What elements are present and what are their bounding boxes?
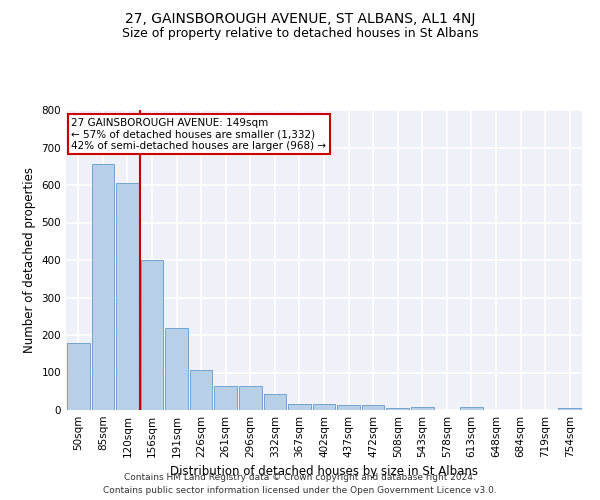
Bar	[140, 260, 163, 410]
Bar	[386, 408, 409, 410]
Text: Contains public sector information licensed under the Open Government Licence v3: Contains public sector information licen…	[103, 486, 497, 495]
Text: 27 GAINSBOROUGH AVENUE: 149sqm
← 57% of detached houses are smaller (1,332)
42% : 27 GAINSBOROUGH AVENUE: 149sqm ← 57% of …	[71, 118, 326, 150]
Y-axis label: Number of detached properties: Number of detached properties	[23, 167, 36, 353]
Bar	[214, 386, 237, 410]
Bar	[67, 343, 89, 410]
Text: Contains HM Land Registry data © Crown copyright and database right 2024.: Contains HM Land Registry data © Crown c…	[124, 474, 476, 482]
Bar	[239, 386, 262, 410]
Bar	[190, 370, 212, 410]
Bar	[288, 404, 311, 410]
Bar	[559, 408, 581, 410]
Text: Size of property relative to detached houses in St Albans: Size of property relative to detached ho…	[122, 28, 478, 40]
Bar	[313, 404, 335, 410]
Bar	[263, 394, 286, 410]
Bar	[362, 405, 385, 410]
Bar	[460, 407, 483, 410]
Bar	[116, 183, 139, 410]
Bar	[411, 406, 434, 410]
Bar	[92, 164, 114, 410]
Bar	[165, 328, 188, 410]
X-axis label: Distribution of detached houses by size in St Albans: Distribution of detached houses by size …	[170, 466, 478, 478]
Bar	[337, 405, 360, 410]
Text: 27, GAINSBOROUGH AVENUE, ST ALBANS, AL1 4NJ: 27, GAINSBOROUGH AVENUE, ST ALBANS, AL1 …	[125, 12, 475, 26]
